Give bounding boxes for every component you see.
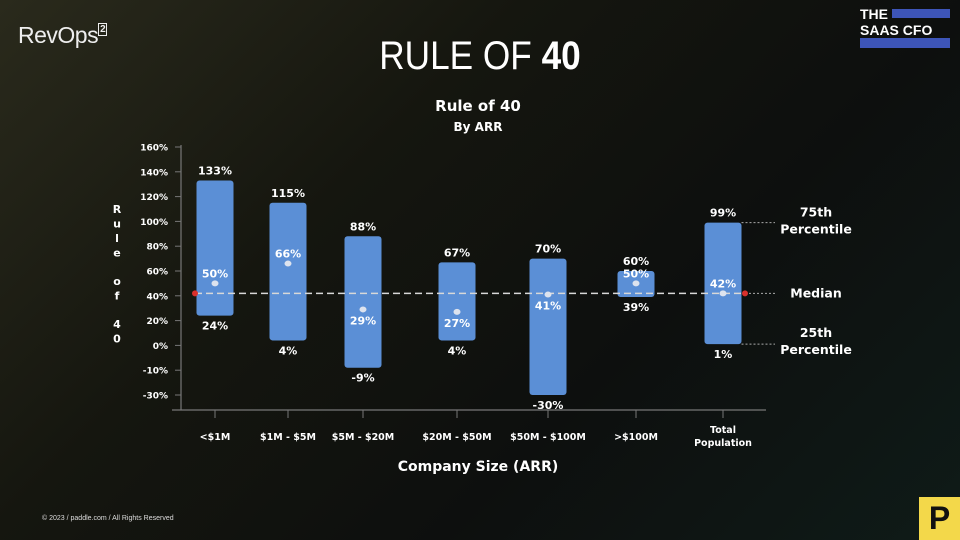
median-dot bbox=[284, 260, 292, 267]
median-dot bbox=[211, 280, 219, 287]
revops-logo: RevOps 2 bbox=[18, 22, 108, 48]
page-title: RULE OF 40 bbox=[379, 34, 581, 78]
median-label: 41% bbox=[535, 300, 561, 313]
median-label: 50% bbox=[202, 267, 228, 280]
legend-annotation: 25th bbox=[800, 325, 832, 340]
x-tick-label: $50M - $100M bbox=[510, 432, 586, 443]
y-axis-label-letter: l bbox=[115, 232, 119, 245]
saas-cfo-logo: THE SAAS CFO bbox=[858, 6, 952, 50]
legend-annotation: Median bbox=[790, 285, 841, 300]
median-label: 66% bbox=[275, 248, 301, 261]
p75-label: 70% bbox=[535, 243, 561, 256]
p75-label: 67% bbox=[444, 246, 470, 259]
x-tick-label: $1M - $5M bbox=[260, 432, 316, 443]
y-tick-label: -10% bbox=[143, 367, 168, 377]
p25-label: -30% bbox=[533, 399, 564, 412]
y-tick-label: 20% bbox=[146, 317, 168, 327]
median-marker-right bbox=[742, 290, 748, 297]
x-tick-label: $20M - $50M bbox=[422, 432, 491, 443]
p75-label: 60% bbox=[623, 255, 649, 268]
y-tick-label: 140% bbox=[140, 168, 168, 178]
median-label: 50% bbox=[623, 267, 649, 280]
x-tick-label: Population bbox=[694, 438, 752, 449]
p25-label: -9% bbox=[351, 372, 374, 385]
p25-label: 4% bbox=[279, 344, 298, 357]
y-tick-label: 80% bbox=[146, 243, 168, 253]
paddle-logo: P bbox=[919, 497, 960, 540]
percentile-range-bar bbox=[704, 222, 742, 345]
p75-label: 88% bbox=[350, 220, 376, 233]
y-axis-label-letter: e bbox=[113, 247, 120, 260]
copyright-text: © 2023 / paddle.com / All Rights Reserve… bbox=[42, 515, 174, 522]
p25-label: 39% bbox=[623, 301, 649, 314]
y-axis-label-letter: 0 bbox=[113, 333, 121, 346]
x-tick-label: >$100M bbox=[614, 432, 658, 443]
x-tick-label: <$1M bbox=[200, 432, 231, 443]
percentile-range-bar bbox=[344, 236, 382, 368]
median-dot bbox=[359, 306, 367, 313]
median-dot bbox=[632, 280, 640, 287]
percentile-range-bar bbox=[529, 258, 567, 395]
y-tick-label: -30% bbox=[143, 392, 168, 402]
p25-label: 24% bbox=[202, 320, 228, 333]
x-tick-label: $5M - $20M bbox=[332, 432, 395, 443]
median-label: 42% bbox=[710, 277, 736, 290]
x-tick-label: Total bbox=[710, 425, 736, 436]
p25-label: 4% bbox=[448, 344, 467, 357]
p75-label: 133% bbox=[198, 164, 232, 177]
legend-annotation: 75th bbox=[800, 205, 832, 220]
y-axis-label-letter: o bbox=[113, 275, 121, 288]
y-tick-label: 160% bbox=[140, 144, 168, 154]
percentile-range-bar bbox=[438, 262, 476, 341]
chart-subtitle: By ARR bbox=[454, 120, 503, 134]
y-axis-label-letter: u bbox=[113, 218, 121, 231]
y-axis-label-letter: f bbox=[115, 290, 120, 303]
chart-title: Rule of 40 bbox=[435, 97, 521, 115]
legend-annotation: Percentile bbox=[780, 342, 852, 357]
median-dot bbox=[544, 291, 552, 298]
y-tick-label: 120% bbox=[140, 193, 168, 203]
p75-label: 99% bbox=[710, 207, 736, 220]
y-tick-label: 60% bbox=[146, 268, 168, 278]
median-dot bbox=[719, 290, 727, 297]
y-tick-label: 40% bbox=[146, 292, 168, 302]
percentile-range-bar bbox=[269, 202, 307, 341]
x-axis-label: Company Size (ARR) bbox=[398, 459, 559, 475]
y-axis-label: Rule of 4 0 bbox=[113, 203, 122, 346]
median-dot bbox=[453, 308, 461, 315]
percentile-range-bar bbox=[196, 180, 234, 316]
y-tick-label: 0% bbox=[153, 342, 168, 352]
y-axis-label-letter: 4 bbox=[113, 318, 121, 331]
legend-annotation: Percentile bbox=[780, 222, 852, 237]
median-label: 27% bbox=[444, 317, 470, 330]
p75-label: 115% bbox=[271, 187, 305, 200]
y-tick-label: 100% bbox=[140, 218, 168, 228]
median-label: 29% bbox=[350, 314, 376, 327]
p25-label: 1% bbox=[714, 348, 733, 361]
y-axis-label-letter: R bbox=[113, 203, 122, 216]
median-marker-left bbox=[192, 290, 198, 297]
